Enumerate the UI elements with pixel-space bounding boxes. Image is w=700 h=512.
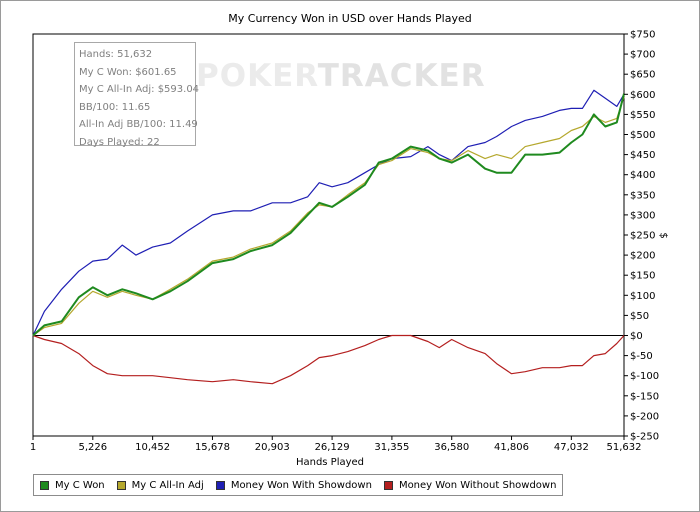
info-days-played: Days Played: 22: [79, 136, 160, 148]
x-tick-label: 31,355: [374, 442, 409, 453]
x-tick-label: 10,452: [135, 442, 170, 453]
info-allin-adj: My C All-In Adj: $593.04: [79, 84, 200, 95]
x-tick-label: 1: [30, 442, 36, 453]
pokertracker-watermark: POKERTRACKER: [196, 58, 486, 94]
legend-label: Money Won With Showdown: [230, 479, 372, 491]
summary-info-box: Hands: 51,632 My C Won: $601.65 My C All…: [74, 42, 200, 148]
x-tick-label: 41,806: [494, 442, 529, 453]
y-tick-label: $100: [630, 291, 655, 302]
y-tick-label: $750: [630, 30, 655, 41]
legend-item-won-without-showdown[interactable]: Money Won Without Showdown: [383, 479, 557, 491]
y-tick-label: $50: [630, 311, 649, 322]
y-tick-label: $0: [630, 331, 643, 342]
info-allin-bb100: All-In Adj BB/100: 11.49: [79, 119, 198, 130]
y-axis-label: $: [657, 232, 669, 239]
y-tick-label: $700: [630, 50, 655, 61]
chart-title: My Currency Won in USD over Hands Played: [228, 12, 472, 25]
y-tick-label: $150: [630, 271, 655, 282]
legend-item-won-with-showdown[interactable]: Money Won With Showdown: [215, 479, 372, 491]
legend-label: Money Won Without Showdown: [398, 479, 557, 491]
x-tick-label: 15,678: [195, 442, 230, 453]
y-tick-label: $650: [630, 70, 655, 81]
legend-label: My C All-In Adj: [131, 479, 204, 491]
y-tick-label: $400: [630, 170, 655, 181]
chart-legend: My C Won My C All-In Adj Money Won With …: [33, 474, 564, 496]
y-tick-label: $550: [630, 110, 655, 121]
x-axis-label: Hands Played: [295, 457, 365, 468]
y-tick-label: $500: [630, 130, 655, 141]
series-line-money-won-with-showdown: [32, 89, 625, 336]
x-tick-label: 51,632: [607, 442, 642, 453]
legend-swatch: [116, 480, 126, 490]
y-tick-label: $-150: [630, 391, 659, 402]
y-tick-label: $200: [630, 251, 655, 262]
y-tick-label: $350: [630, 190, 655, 201]
y-tick-label: $450: [630, 150, 655, 161]
legend-item-my-c-all-in-adj[interactable]: My C All-In Adj: [116, 479, 204, 491]
x-tick-label: 26,129: [315, 442, 350, 453]
y-tick-label: $600: [630, 90, 655, 101]
y-tick-label: $-200: [630, 411, 659, 422]
x-tick-label: 20,903: [255, 442, 290, 453]
info-won: My C Won: $601.65: [79, 66, 177, 78]
legend-swatch: [383, 480, 393, 490]
info-hands: Hands: 51,632: [79, 49, 153, 60]
y-tick-label: $300: [630, 210, 655, 221]
y-tick-label: $-250: [630, 432, 659, 443]
series-line-my-c-all-in-adj: [32, 96, 625, 336]
legend-item-my-c-won[interactable]: My C Won: [40, 480, 105, 491]
series-line-money-won-without-showdown: [32, 334, 625, 385]
series-line-my-c-won: [32, 93, 625, 337]
x-tick-label: 36,580: [434, 442, 469, 453]
x-tick-label: 47,032: [554, 442, 589, 453]
info-bb100: BB/100: 11.65: [79, 101, 151, 113]
y-tick-label: $-100: [630, 371, 659, 382]
legend-swatch: [215, 480, 225, 490]
legend-swatch: [40, 480, 49, 490]
x-tick-label: 5,226: [78, 442, 107, 453]
legend-label: My C Won: [55, 479, 105, 491]
y-tick-label: $250: [630, 231, 655, 242]
y-tick-label: $-50: [630, 351, 653, 362]
